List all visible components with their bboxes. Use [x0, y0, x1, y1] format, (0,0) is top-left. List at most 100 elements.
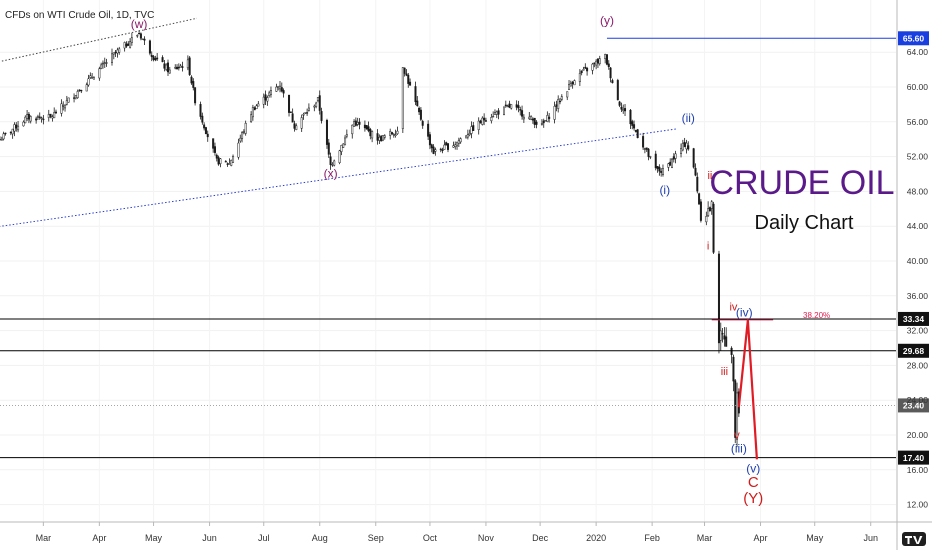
candle-body-down	[654, 153, 657, 169]
candle-body-down	[327, 142, 330, 155]
wave-label: (y)	[600, 13, 614, 27]
candle	[255, 104, 258, 110]
candle	[546, 111, 549, 123]
wave-label: (iv)	[736, 306, 753, 320]
candle	[280, 82, 283, 93]
candle	[168, 66, 171, 74]
candle-body-up	[495, 111, 498, 115]
candle-body-up	[91, 77, 94, 79]
candle-body-down	[143, 38, 146, 41]
candle	[42, 115, 45, 125]
candle	[80, 89, 83, 94]
candle	[313, 104, 316, 112]
candle-body-down	[416, 100, 419, 106]
candle	[710, 200, 713, 215]
candle-body-up	[477, 120, 480, 131]
wave-label: iv	[729, 302, 737, 314]
candle-body-down	[616, 80, 619, 101]
candle-body-down	[291, 113, 294, 123]
candle	[620, 102, 623, 113]
candle-body-up	[105, 62, 108, 64]
candle-body-down	[645, 147, 648, 150]
candle-body-up	[661, 168, 664, 176]
candle	[669, 158, 672, 166]
candle-body-up	[300, 117, 303, 129]
candle	[568, 80, 571, 90]
candle	[244, 120, 247, 136]
candle-body-up	[333, 160, 336, 166]
candle-body-down	[672, 156, 675, 160]
candle	[708, 206, 711, 212]
candle	[645, 147, 648, 152]
candle-body-down	[571, 81, 574, 85]
candle-body-up	[582, 69, 585, 71]
candle	[369, 127, 372, 140]
price-axis[interactable]: 12.00 16.00 20.00 24.00 28.00 32.00 36.00 40.00…	[907, 47, 929, 509]
candle-body-down	[692, 148, 695, 168]
candle-body-up	[492, 116, 495, 118]
candle	[647, 148, 650, 161]
candle	[721, 328, 724, 343]
candle-body-up	[540, 123, 543, 125]
candle	[65, 95, 68, 106]
candle-body-down	[439, 148, 442, 151]
candle-body-up	[123, 42, 126, 49]
candle-body-up	[0, 139, 1, 141]
candle-body-down	[609, 67, 612, 79]
candle	[468, 129, 471, 137]
projection-layer	[737, 319, 759, 460]
candle	[11, 128, 14, 139]
candle	[633, 120, 636, 131]
candle-body-down	[642, 136, 645, 148]
candle-body-up	[557, 98, 560, 109]
candle-body-down	[9, 131, 12, 134]
candle	[4, 132, 7, 136]
candle	[586, 66, 589, 76]
candle	[580, 70, 583, 76]
candle-body-up	[546, 115, 549, 122]
candle	[428, 131, 431, 150]
candle-body-up	[345, 134, 348, 137]
candle	[445, 141, 448, 146]
candle	[717, 250, 720, 354]
candle	[67, 97, 70, 103]
candle	[24, 115, 27, 124]
candle-body-up	[396, 130, 399, 135]
candle	[154, 55, 157, 62]
candle-body-up	[255, 105, 258, 110]
candle-body-down	[329, 156, 332, 165]
candle	[318, 90, 321, 115]
candle	[139, 32, 142, 41]
candle-body-up	[228, 163, 231, 165]
candle-body-up	[22, 121, 25, 127]
candle-body-up	[573, 80, 576, 86]
candle-body-down	[42, 118, 45, 121]
time-axis[interactable]: Mar Apr May Jun Jul Aug Sep Oct Nov Dec 2020 Feb Mar…	[36, 522, 878, 543]
candle-body-down	[320, 111, 323, 121]
candle	[531, 117, 534, 124]
candle-body-up	[60, 103, 63, 114]
upper-channel-trendline	[0, 17, 198, 63]
candle	[320, 107, 323, 124]
candle-body-down	[508, 103, 511, 108]
candle	[434, 147, 437, 156]
candle	[186, 55, 189, 71]
candle	[204, 126, 207, 135]
wave-label: (i)	[659, 183, 670, 197]
candle-body-up	[100, 64, 103, 69]
candle	[127, 41, 130, 46]
level-price-tag-label: 65.60	[903, 33, 925, 43]
candle	[333, 159, 336, 167]
candle-body-up	[40, 117, 43, 119]
candle-body-down	[167, 62, 169, 73]
candle-body-down	[204, 127, 207, 134]
candle	[329, 152, 332, 170]
fib-level-label: 38.20%	[803, 311, 830, 320]
candle	[540, 119, 543, 126]
candle	[315, 101, 318, 109]
candle	[300, 114, 303, 132]
candle-body-up	[64, 104, 67, 109]
price-tick-label: 40.00	[907, 256, 929, 266]
candle	[174, 64, 177, 70]
